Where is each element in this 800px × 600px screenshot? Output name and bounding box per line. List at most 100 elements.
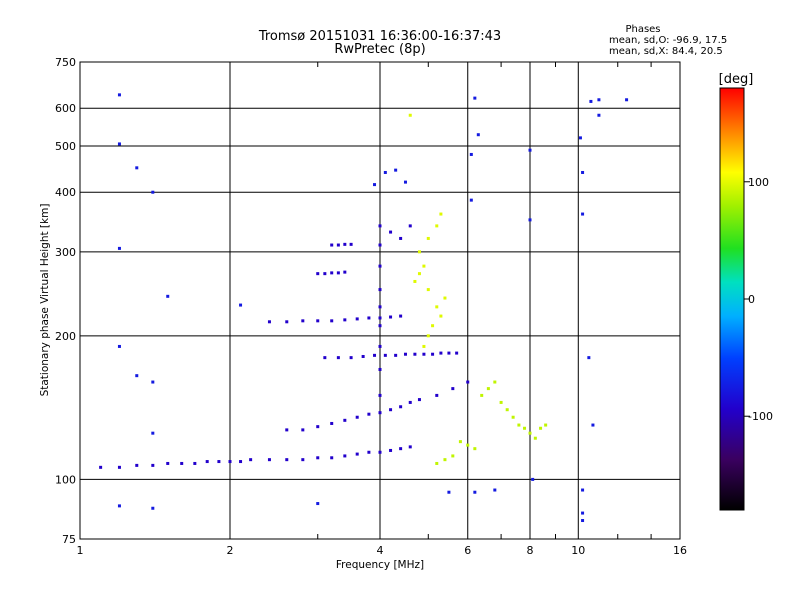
data-point: [544, 423, 548, 427]
data-point: [493, 488, 497, 492]
data-point: [151, 506, 155, 510]
data-point: [493, 380, 497, 384]
data-point: [399, 314, 403, 318]
data-point: [135, 166, 139, 170]
data-point: [285, 428, 289, 432]
data-point: [439, 212, 443, 216]
grid-layer: [80, 62, 680, 539]
data-point: [378, 411, 382, 415]
x-tick-label: 1: [77, 544, 84, 557]
data-point: [447, 351, 451, 355]
data-point: [383, 170, 387, 174]
data-point: [378, 264, 382, 268]
x-tick-label: 2: [227, 544, 234, 557]
data-point: [435, 224, 439, 228]
data-point: [336, 243, 340, 247]
data-point: [408, 224, 412, 228]
data-point: [435, 305, 439, 309]
x-tick-label: 4: [377, 544, 384, 557]
data-point: [403, 180, 407, 184]
x-tick-label: 16: [673, 544, 687, 557]
data-point: [239, 303, 243, 307]
data-point: [426, 334, 430, 338]
data-point: [316, 425, 320, 429]
data-point: [383, 353, 387, 357]
data-point: [426, 236, 430, 240]
colorbar-ticks: 100 0 -100: [744, 176, 773, 423]
data-point: [435, 461, 439, 465]
data-point: [373, 183, 377, 187]
data-point: [499, 400, 503, 404]
data-point: [417, 398, 421, 402]
data-point: [267, 320, 271, 324]
data-point: [355, 452, 359, 456]
data-point: [413, 279, 417, 283]
data-point: [343, 454, 347, 458]
data-point: [399, 236, 403, 240]
chart-subtitle: RwPretec (8p): [334, 42, 425, 57]
data-point: [267, 458, 271, 462]
data-point: [117, 142, 121, 146]
data-point: [581, 519, 585, 523]
data-point: [378, 393, 382, 397]
data-point: [151, 190, 155, 194]
data-point: [389, 408, 393, 412]
data-point: [205, 460, 209, 464]
data-point: [151, 380, 155, 384]
data-point: [330, 456, 334, 460]
data-point: [135, 374, 139, 378]
data-point: [378, 324, 382, 328]
data-point: [343, 318, 347, 322]
data-point: [528, 218, 532, 222]
data-point: [597, 98, 601, 102]
colorbar-tick-label: 100: [748, 176, 769, 189]
data-point: [330, 271, 334, 275]
data-point: [166, 294, 170, 298]
data-point: [378, 367, 382, 371]
data-point: [431, 324, 435, 328]
data-point: [373, 353, 377, 357]
data-point: [417, 250, 421, 254]
data-point: [458, 440, 462, 444]
data-point: [378, 288, 382, 292]
data-point: [533, 436, 537, 440]
data-point: [239, 460, 243, 464]
data-point: [426, 288, 430, 292]
data-point: [117, 344, 121, 348]
data-point: [581, 488, 585, 492]
data-point: [591, 423, 595, 427]
data-point: [389, 448, 393, 452]
data-point: [285, 320, 289, 324]
data-point: [408, 113, 412, 117]
data-point: [443, 296, 447, 300]
data-point: [589, 99, 593, 103]
data-point: [476, 133, 480, 137]
data-point: [316, 502, 320, 506]
data-point: [180, 461, 184, 465]
data-point: [378, 316, 382, 320]
data-point: [466, 380, 470, 384]
data-point: [469, 152, 473, 156]
data-point: [343, 418, 347, 422]
data-point: [597, 113, 601, 117]
data-point: [517, 423, 521, 427]
data-point: [117, 504, 121, 508]
data-point: [486, 387, 490, 391]
x-tick-label: 10: [571, 544, 585, 557]
y-tick-label: 400: [55, 186, 76, 199]
x-tick-labels: 1 2 4 6 8 10 16: [77, 544, 688, 557]
colorbar-label: [deg]: [719, 72, 754, 87]
x-tick-label: 8: [527, 544, 534, 557]
data-point: [403, 352, 407, 356]
x-tick-label: 6: [464, 544, 471, 557]
data-point: [343, 242, 347, 246]
data-point: [330, 421, 334, 425]
colorbar: [719, 87, 745, 511]
data-point: [316, 319, 320, 323]
data-point: [443, 458, 447, 462]
data-point: [378, 344, 382, 348]
x-axis-label: Frequency [MHz]: [336, 559, 424, 571]
data-point: [316, 272, 320, 276]
data-point: [413, 352, 417, 356]
